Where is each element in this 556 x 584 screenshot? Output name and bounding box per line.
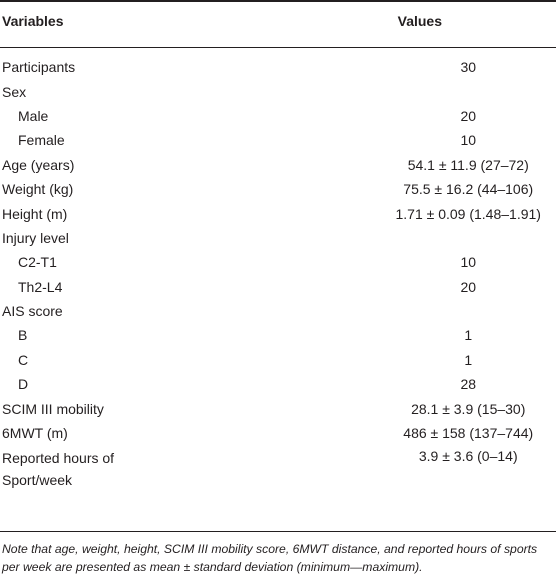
row-value: 28.1 ± 3.9 (15–30)	[411, 400, 526, 417]
row-label: Reported hours of Sport/week	[0, 445, 302, 491]
row-label: AIS score	[2, 303, 63, 320]
row-value	[302, 79, 556, 103]
row-label: Male	[18, 107, 49, 124]
row-value: 30	[460, 59, 477, 76]
table-row: C2-T1 10	[0, 250, 556, 274]
row-label: B	[18, 327, 28, 344]
row-value: 1.71 ± 0.09 (1.48–1.91)	[395, 205, 541, 222]
row-label: C	[18, 351, 29, 368]
row-label: C2-T1	[18, 254, 57, 271]
row-value: 20	[460, 278, 477, 295]
row-label: Th2-L4	[18, 278, 63, 295]
header-values: Values	[397, 13, 442, 29]
row-value	[302, 226, 556, 250]
top-rule	[0, 0, 556, 2]
table-body: Participants 30 Sex Male 20 Female 10 Age (year…	[0, 55, 556, 491]
bottom-rule	[0, 531, 556, 532]
table-row: Injury level	[0, 226, 556, 250]
row-label: SCIM III mobility	[2, 400, 104, 417]
row-label: 6MWT (m)	[2, 425, 68, 442]
table-row: Participants 30	[0, 55, 556, 79]
table-row: Age (years) 54.1 ± 11.9 (27–72)	[0, 153, 556, 177]
row-value: 3.9 ± 3.6 (0–14)	[418, 448, 518, 465]
row-label: Weight (kg)	[2, 181, 74, 198]
row-value: 10	[460, 254, 477, 271]
row-value: 54.1 ± 11.9 (27–72)	[407, 156, 529, 173]
table-row: Sex	[0, 79, 556, 103]
row-label: Female	[18, 132, 65, 149]
row-label: Height (m)	[2, 205, 68, 222]
row-label: D	[18, 376, 29, 393]
header-variables: Variables	[2, 13, 64, 29]
header-rule	[0, 47, 556, 48]
table-row: Weight (kg) 75.5 ± 16.2 (44–106)	[0, 177, 556, 201]
row-label-line1: Reported hours of	[2, 450, 115, 467]
table-footnote: Note that age, weight, height, SCIM III …	[2, 542, 538, 574]
row-label-line2: Sport/week	[2, 472, 73, 489]
row-label: Sex	[2, 83, 27, 100]
row-label: Age (years)	[2, 156, 75, 173]
row-value: 1	[464, 327, 473, 344]
table-row: Male 20	[0, 104, 556, 128]
row-value: 75.5 ± 16.2 (44–106)	[403, 181, 534, 198]
table-row: SCIM III mobility 28.1 ± 3.9 (15–30)	[0, 396, 556, 420]
row-value: 1	[464, 351, 473, 368]
table-row: AIS score	[0, 299, 556, 323]
table-row: D 28	[0, 372, 556, 396]
row-value: 486 ± 158 (137–744)	[403, 425, 534, 442]
row-value: 10	[460, 132, 477, 149]
table-row: Th2-L4 20	[0, 275, 556, 299]
row-value: 20	[460, 107, 477, 124]
row-value	[302, 299, 556, 323]
table-row: Female 10	[0, 128, 556, 152]
table-row: 6MWT (m) 486 ± 158 (137–744)	[0, 421, 556, 445]
row-label: Participants	[2, 59, 76, 76]
table-row: Reported hours of Sport/week 3.9 ± 3.6 (…	[0, 445, 556, 491]
table-row: Height (m) 1.71 ± 0.09 (1.48–1.91)	[0, 201, 556, 225]
row-value: 28	[460, 376, 477, 393]
row-label: Injury level	[2, 229, 69, 246]
